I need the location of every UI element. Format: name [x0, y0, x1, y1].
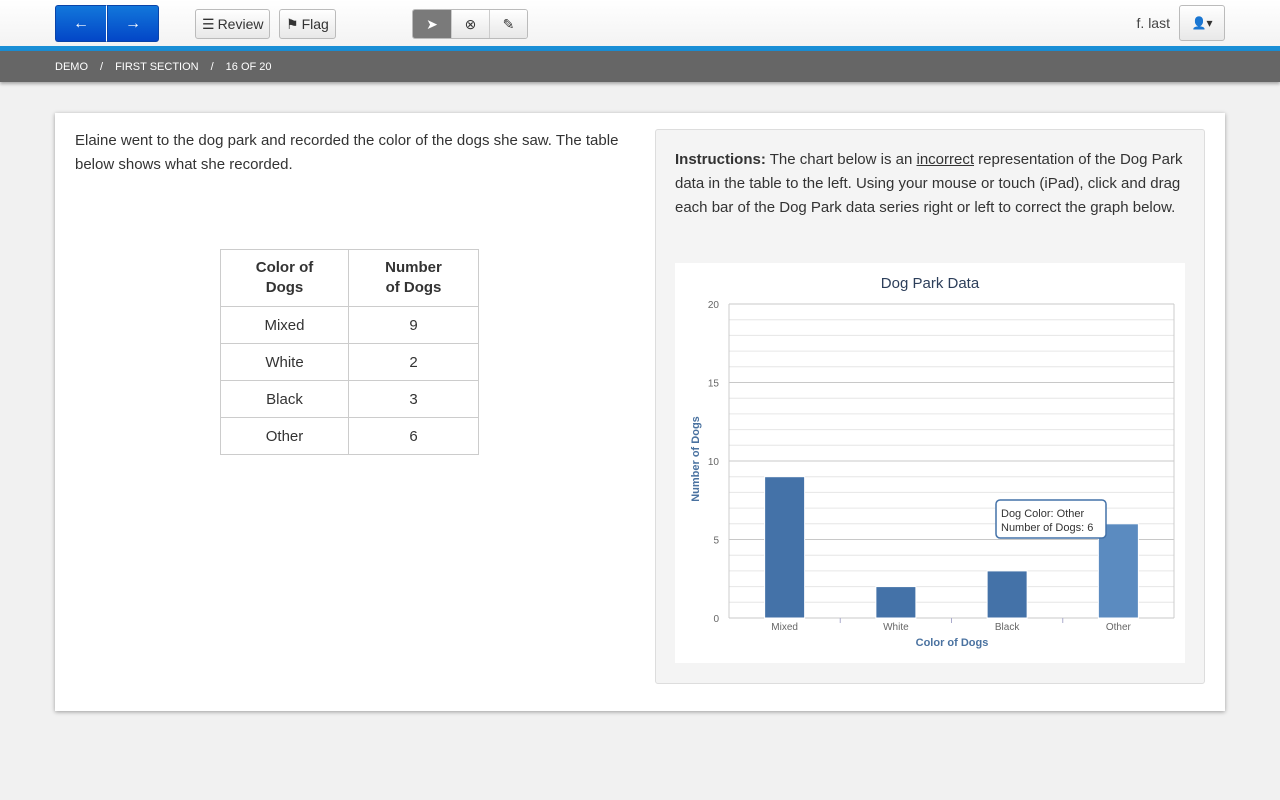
chart-container: Dog Park Data Color of Dogs Number of Do…	[675, 263, 1185, 663]
tooltip-line2: Number of Dogs: 6	[1001, 522, 1093, 534]
pointer-icon[interactable]: ➤	[413, 10, 451, 38]
chart-title: Dog Park Data	[881, 275, 980, 292]
x-tick-label: Black	[995, 622, 1020, 633]
bar-black[interactable]	[986, 570, 1028, 619]
tooltip: Dog Color: Other Number of Dogs: 6	[995, 499, 1107, 539]
review-button[interactable]: ☰ Review	[195, 9, 271, 39]
question-text: Elaine went to the dog park and recorded…	[75, 132, 619, 173]
bar-chart[interactable]: Dog Park Data Color of Dogs Number of Do…	[675, 263, 1185, 663]
highlighter-icon[interactable]: ✎	[489, 10, 527, 38]
table-row: White 2	[220, 343, 479, 381]
instructions-text: Instructions: The chart below is an inco…	[675, 148, 1190, 220]
accent-line	[0, 46, 1280, 51]
cell: Other	[220, 417, 349, 455]
top-toolbar	[0, 0, 1280, 46]
bar-mixed[interactable]	[764, 476, 806, 619]
flag-icon: ⚑	[286, 15, 299, 32]
cell: Black	[220, 380, 349, 418]
user-icon: 👤▾	[1191, 16, 1213, 30]
instr-part: representation of the Dog Park data in t…	[675, 151, 1183, 216]
cell: White	[220, 343, 349, 381]
breadcrumb-item[interactable]: DEMO	[55, 60, 88, 73]
x-axis-label: Color of Dogs	[916, 637, 989, 649]
review-label: Review	[217, 16, 264, 32]
breadcrumb: DEMO / FIRST SECTION/ 16 OF 20	[0, 51, 1280, 82]
cell: 3	[348, 380, 479, 418]
y-tick-label: 0	[713, 614, 719, 625]
cell: 9	[348, 306, 479, 344]
breadcrumb-item: 16 OF 20	[225, 60, 272, 73]
tooltip-line1: Dog Color: Other	[1001, 508, 1084, 520]
x-tick-label: Other	[1106, 622, 1132, 633]
breadcrumb-item[interactable]: FIRST SECTION	[115, 60, 199, 73]
bar-other[interactable]	[1097, 523, 1139, 619]
flag-button[interactable]: ⚑ Flag	[279, 9, 336, 39]
bar-white[interactable]	[875, 586, 917, 619]
list-icon: ☰	[202, 15, 215, 32]
x-tick-label: White	[883, 622, 909, 633]
y-axis-label: Number of Dogs	[690, 416, 702, 502]
instructions-label: Instructions:	[675, 151, 766, 168]
back-button[interactable]: ←	[55, 5, 107, 42]
y-tick-label: 15	[708, 379, 720, 390]
y-tick-label: 20	[708, 300, 720, 311]
cell: 6	[348, 417, 479, 455]
tool-group: ➤ ⊗ ✎	[412, 9, 528, 39]
cell: 2	[348, 343, 479, 381]
cell: Mixed	[220, 306, 349, 344]
y-tick-label: 10	[708, 457, 720, 468]
flag-label: Flag	[301, 16, 329, 32]
data-table: Color of Dogs Number of Dogs Mixed 9 White…	[220, 249, 479, 455]
forward-button[interactable]: →	[107, 5, 159, 42]
instr-emphasis: incorrect	[916, 151, 975, 168]
table-header: Color of Dogs	[220, 249, 349, 307]
user-name: f. last	[1136, 15, 1170, 31]
user-menu-button[interactable]: 👤▾	[1179, 5, 1225, 41]
table-row: Mixed 9	[220, 306, 479, 344]
table-row: Black 3	[220, 380, 479, 418]
table-header: Number of Dogs	[348, 249, 479, 307]
eliminate-icon[interactable]: ⊗	[451, 10, 489, 38]
x-tick-label: Mixed	[771, 622, 798, 633]
table-row: Other 6	[220, 417, 479, 455]
y-tick-label: 5	[713, 536, 719, 547]
nav-buttons: ← →	[55, 5, 159, 42]
instr-part: The chart below is an	[765, 151, 917, 168]
